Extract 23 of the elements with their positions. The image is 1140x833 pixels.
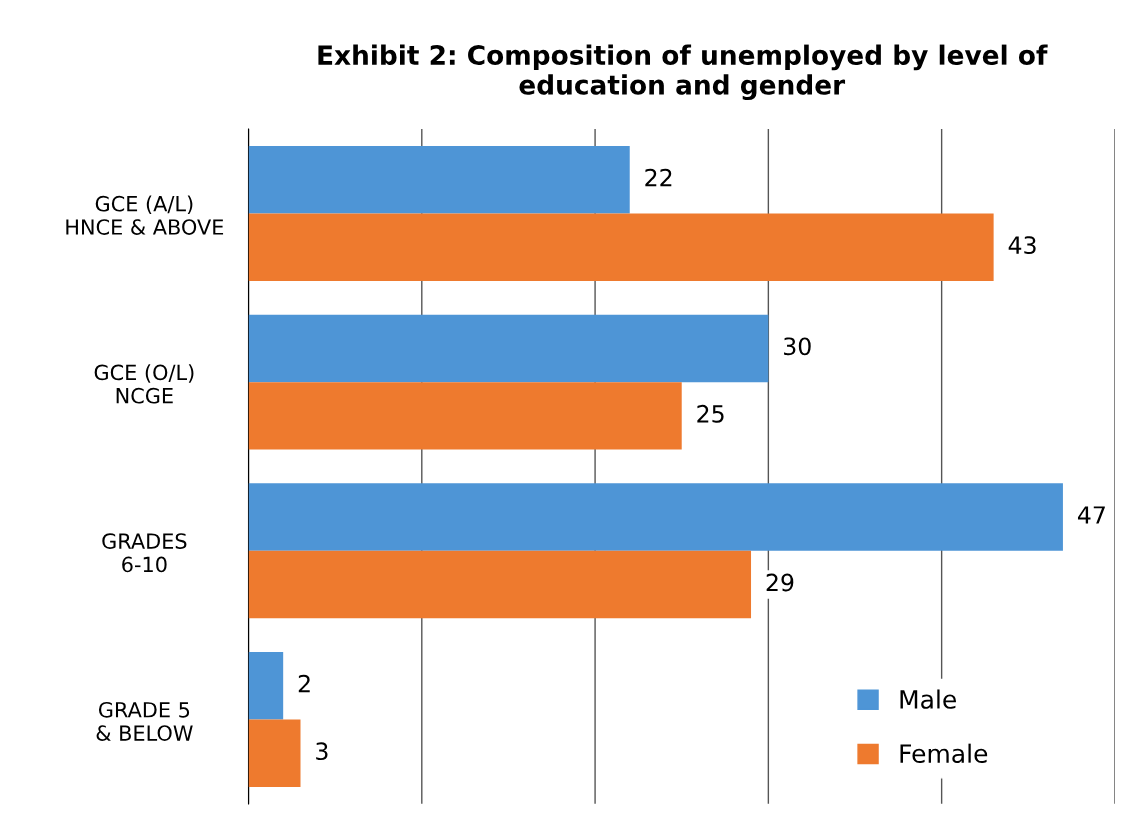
data-label: 47 <box>1077 506 1105 524</box>
y-tick-label: GRADES 6-10 <box>102 533 187 573</box>
y-tick-label: GRADE 5 & BELOW <box>96 701 193 741</box>
bar <box>248 483 1063 551</box>
bar <box>248 145 630 214</box>
legend-label: Female <box>900 743 988 764</box>
data-label: 43 <box>1008 236 1036 255</box>
bar <box>248 652 284 720</box>
data-label: 30 <box>784 337 811 356</box>
chart-title: Exhibit 2: Composition of unemployed by level of education and gender <box>318 44 1048 101</box>
y-tick-label: GCE (A/L) HNCE & ABOVE <box>66 195 224 235</box>
bar <box>248 719 301 787</box>
data-label: 2 <box>298 674 310 693</box>
data-label: 3 <box>316 742 328 761</box>
bar <box>248 314 769 383</box>
bar <box>248 213 994 281</box>
bar <box>248 550 752 619</box>
data-label: 25 <box>697 404 724 423</box>
legend-label: Male <box>900 689 956 709</box>
data-label: 29 <box>766 573 794 592</box>
bar <box>248 382 682 450</box>
data-label: 22 <box>645 168 672 187</box>
y-tick-label: GCE (O/L) NCGE <box>94 364 194 404</box>
